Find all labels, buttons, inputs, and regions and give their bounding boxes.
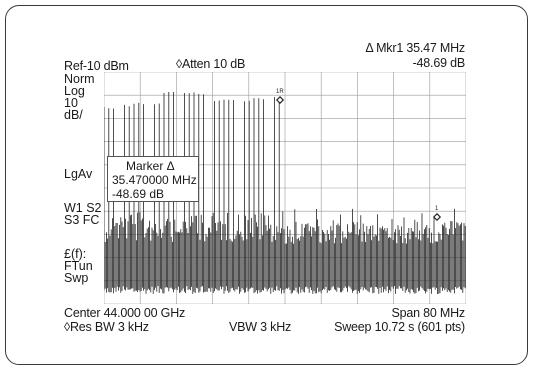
scale-label: Norm (64, 72, 95, 86)
scale-label: dB/ (64, 108, 83, 122)
tune-label: FTun (64, 259, 93, 273)
rbw-label: ◊Res BW 3 kHz (64, 320, 149, 334)
detector-label: LgAv (64, 167, 93, 181)
marker-amplitude-label: -48.69 dB (412, 56, 466, 70)
delta-marker-icon[interactable] (432, 212, 442, 222)
marker-frequency-label: Δ Mkr1 35.47 MHz (365, 41, 465, 55)
tune-labels: £(f): FTun Swp (64, 247, 93, 285)
marker-readout-frequency: 35.470000 MHz (112, 173, 197, 187)
attenuation-label: ◊Atten 10 dB (176, 57, 246, 71)
tune-label: Swp (64, 271, 89, 285)
trace-state-labels: W1 S2 S3 FC (64, 201, 102, 227)
scale-label: Log (64, 84, 85, 98)
span-label: Span 80 MHz (391, 306, 465, 320)
trace-state-label: S3 FC (64, 213, 100, 227)
screen-frame (5, 5, 528, 365)
reference-marker-label: 1R (276, 89, 284, 95)
tune-label: £(f): (64, 247, 87, 261)
marker-readout-amplitude: -48.69 dB (112, 187, 165, 201)
marker-readout-title: Marker Δ (126, 159, 175, 173)
scale-label: 10 (64, 96, 78, 110)
marker-group: 1R 1 (275, 89, 442, 222)
vbw-label: VBW 3 kHz (229, 320, 292, 334)
scale-labels: Norm Log 10 dB/ (64, 72, 95, 122)
detector-mode: LgAv (64, 167, 93, 181)
ref-level-label: Ref-10 dBm (64, 59, 129, 73)
reference-marker-icon[interactable] (275, 95, 285, 105)
delta-marker-label: 1 (435, 206, 439, 212)
trace-state-label: W1 S2 (64, 201, 102, 215)
marker-readout-box: Marker Δ 35.470000 MHz -48.69 dB (107, 156, 199, 202)
center-frequency-label: Center 44.000 00 GHz (64, 306, 186, 320)
sweep-label: Sweep 10.72 s (601 pts) (334, 320, 465, 334)
